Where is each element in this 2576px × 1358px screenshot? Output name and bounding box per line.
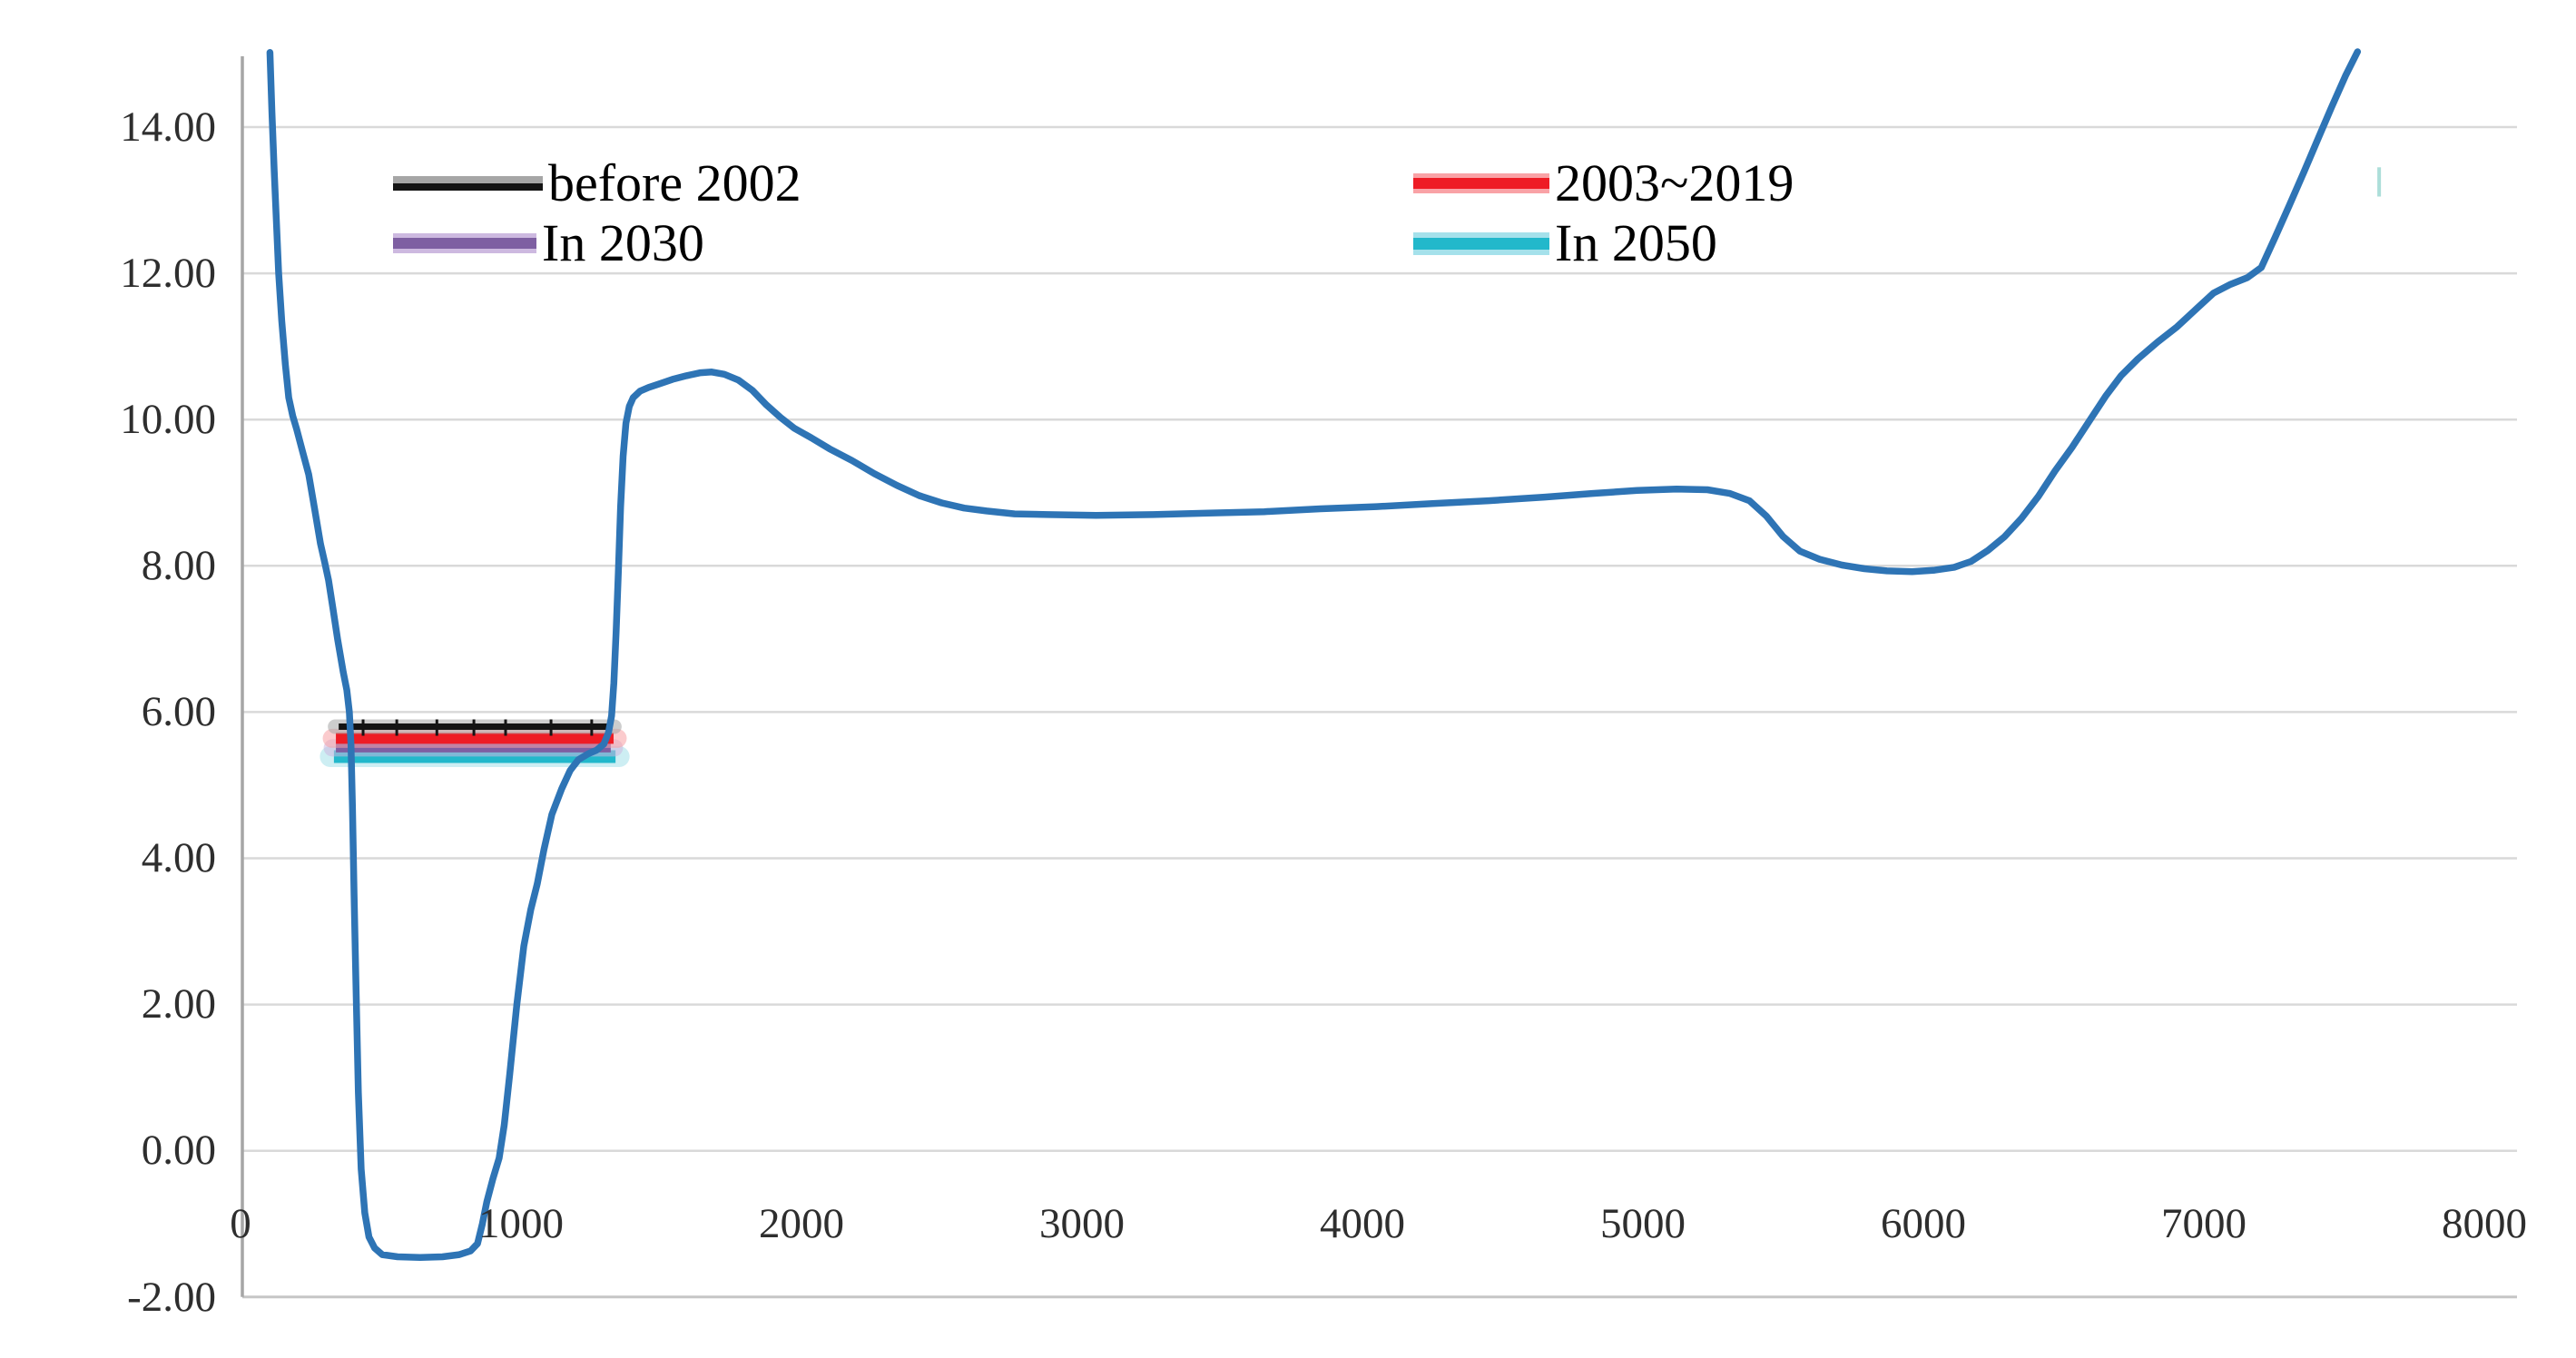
legend-swatch-2003-2019: [1413, 173, 1549, 193]
x-tick-label: 8000: [2442, 1200, 2527, 1247]
legend-item-before-2002: before 2002: [393, 156, 801, 211]
x-tick-label: 1000: [478, 1200, 564, 1247]
x-tick-label: 4000: [1320, 1200, 1405, 1247]
y-tick-label: 8.00: [141, 542, 216, 589]
x-tick-label: 7000: [2161, 1200, 2247, 1247]
y-tick-label: 14.00: [120, 103, 216, 151]
legend-swatch-before-2002: [393, 176, 543, 191]
x-tick-label: 2000: [759, 1200, 844, 1247]
legend-label: In 2030: [542, 213, 704, 272]
legend-swatch-in-2050: [1413, 231, 1549, 255]
y-tick-label: 2.00: [141, 980, 216, 1028]
legend-item-in-2030: In 2030: [393, 216, 704, 271]
x-tick-label: 0: [230, 1200, 251, 1247]
legend-label: In 2050: [1555, 213, 1717, 272]
y-tick-label: 12.00: [120, 250, 216, 297]
profile-curve: [266, 48, 2362, 1262]
x-tick-label: 3000: [1039, 1200, 1125, 1247]
y-tick-label: 6.00: [141, 688, 216, 735]
y-tick-label: 4.00: [141, 834, 216, 881]
legend-label: before 2002: [548, 153, 801, 212]
legend-item-in-2050: In 2050: [1413, 216, 1717, 271]
y-tick-label: 10.00: [120, 396, 216, 443]
y-tick-label: -2.00: [127, 1274, 216, 1321]
legend-label: 2003~2019: [1555, 153, 1794, 212]
x-tick-label: 5000: [1600, 1200, 1686, 1247]
y-tick-label: 0.00: [141, 1127, 216, 1174]
x-tick-label: 6000: [1881, 1200, 1966, 1247]
legend-swatch-in-2030: [393, 233, 536, 253]
legend-item-2003-2019: 2003~2019: [1413, 156, 1794, 211]
